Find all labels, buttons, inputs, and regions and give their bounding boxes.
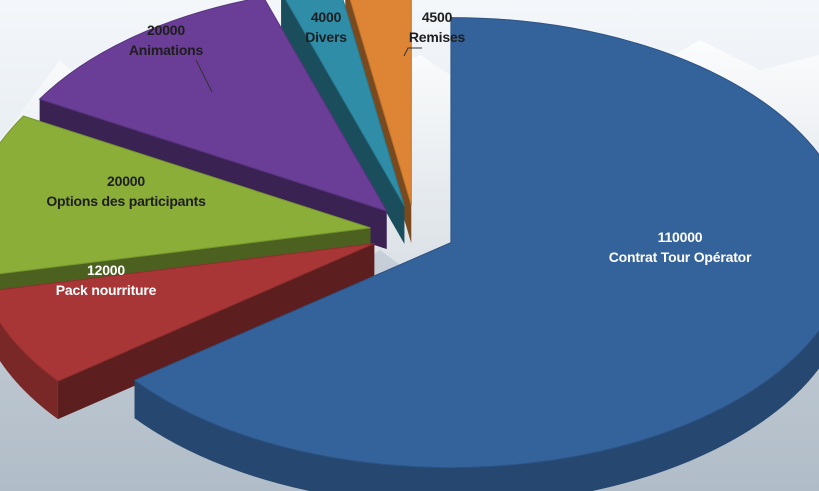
slice-outer-wall xyxy=(134,330,819,491)
slice-top-face xyxy=(349,0,412,206)
slice-label-4: 4000 Divers xyxy=(305,9,347,45)
slice-value-label: 4000 xyxy=(311,9,342,25)
slice-category-label: Divers xyxy=(305,29,347,45)
slice-outer-wall xyxy=(0,322,58,420)
slice-label-2: 20000 Options des participants xyxy=(46,173,206,209)
slice-category-label: Contrat Tour Opérator xyxy=(609,249,752,265)
slice-value-label: 4500 xyxy=(422,9,453,25)
slice-label-1: 12000 Pack nourriture xyxy=(56,262,157,298)
slice-top-face xyxy=(133,17,819,469)
pie-slice-0 xyxy=(133,17,819,491)
pie-slice-1 xyxy=(0,242,375,420)
slice-value-label: 12000 xyxy=(87,262,125,278)
slice-category-label: Remises xyxy=(409,29,466,45)
leader-line xyxy=(195,59,213,93)
slice-side-face xyxy=(281,0,405,244)
slice-top-face xyxy=(38,0,388,212)
slice-top-face xyxy=(0,242,375,382)
slice-value-label: 110000 xyxy=(658,229,703,245)
slice-category-label: Options des participants xyxy=(46,193,206,209)
slice-label-0: 110000 Contrat Tour Opérator xyxy=(609,229,752,265)
slice-category-label: Pack nourriture xyxy=(56,282,157,298)
slice-value-label: 20000 xyxy=(107,173,145,189)
slice-label-3: 20000 Animations xyxy=(129,22,204,58)
slice-category-label: Animations xyxy=(129,42,204,58)
slice-top-face xyxy=(285,0,405,207)
labels-layer: 110000 Contrat Tour Opérator 12000 Pack nou… xyxy=(46,9,752,298)
slice-top-face xyxy=(0,115,371,275)
pie-slice-4 xyxy=(281,0,405,244)
leader-line xyxy=(403,47,422,57)
slice-label-5: 4500 Remises xyxy=(409,9,466,45)
slice-value-label: 20000 xyxy=(147,22,185,38)
